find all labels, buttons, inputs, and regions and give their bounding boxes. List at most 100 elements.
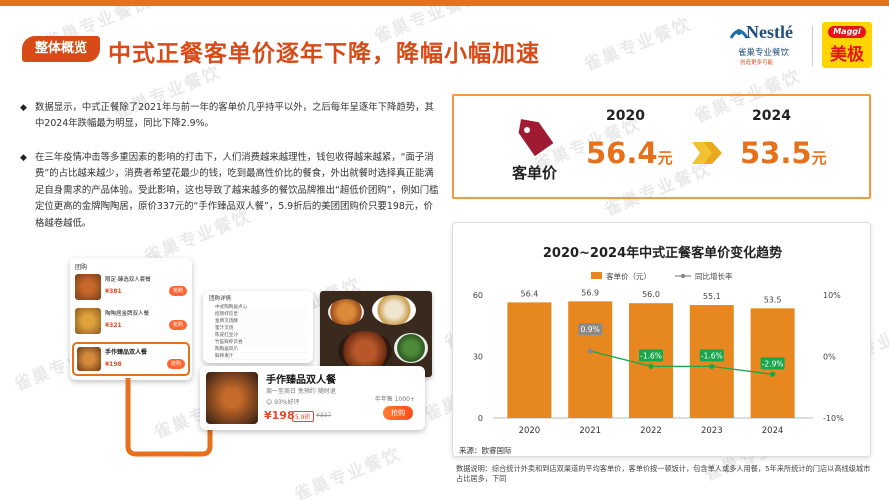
dish-thumbnail: [77, 347, 101, 371]
growth-label: -1.6%: [701, 351, 723, 360]
kpi-year-2024: 2024: [752, 108, 791, 124]
list-item: 限定·臻选双人套餐 ¥381 抢购: [75, 274, 187, 302]
kpi-value-2020: 56.4元: [586, 136, 673, 170]
diamond-bullet-icon: ◆: [20, 103, 27, 113]
bullet-text: 在三年疫情冲击等多重因素的影响的打击下，人们消费越来越理性，钱包收得越来越紧，“…: [35, 152, 439, 229]
detail-row: 鲜榨果汁: [215, 353, 307, 360]
growth-line: [590, 350, 773, 375]
growth-label-bg: [578, 322, 603, 335]
maggi-cn: 美极: [830, 45, 864, 65]
chart-source: 来源：欧睿国际: [459, 445, 512, 455]
footnote: 数据说明：综合统计外卖和到店双渠道的平均客单价，客单价按一顿饭计，包含单人或多人…: [456, 464, 871, 483]
x-tick-label: 2021: [579, 426, 601, 436]
top-accent-bar: [0, 0, 889, 6]
y-tick-label: 30: [473, 353, 483, 362]
nestle-word: Nestlé: [746, 22, 793, 42]
detail-row: 蜜汁叉烧: [215, 325, 307, 332]
nestle-nest-icon: [729, 29, 749, 39]
kpi-value-number: 56.4: [586, 136, 658, 170]
detail-row: 中式陶陶居点心: [215, 304, 307, 311]
bar: [568, 301, 613, 418]
growth-point: [648, 363, 654, 369]
item-price: ¥198: [105, 361, 122, 368]
phone-screenshot-list: 团购 限定·臻选双人套餐 ¥381 抢购 陶陶居金牌双人餐 ¥321 抢购 手作…: [70, 258, 192, 380]
list-item: 陶陶居金牌双人餐 ¥321 抢购: [75, 308, 187, 336]
detail-row: 陶陶居凤爪: [215, 346, 307, 353]
y2-tick-label: -10%: [823, 414, 844, 423]
discount-badge: 5.9折: [292, 411, 314, 422]
growth-label-bg: [699, 349, 724, 362]
y-tick-label: 60: [473, 291, 483, 300]
y2-tick-label: 10%: [823, 291, 841, 300]
down-trend-arrow-icon: [692, 142, 722, 164]
watermark-text: 雀巢专业餐饮: [581, 14, 695, 76]
deal-title: 手作臻品双人餐: [266, 375, 336, 386]
sold-count: 半年售 1000+: [374, 396, 415, 403]
bar-data-label: 56.0: [642, 290, 660, 299]
item-title: 限定·臻选双人套餐: [105, 277, 151, 283]
dish-thumbnail: [75, 274, 101, 300]
item-price: ¥321: [105, 322, 122, 329]
kpi-value-unit: 元: [657, 149, 673, 167]
legend-label: 同比增长率: [695, 271, 733, 281]
buy-button[interactable]: 抢购: [169, 320, 187, 330]
kpi-year-2020: 2020: [606, 108, 645, 124]
item-title: 手作臻品双人餐: [105, 349, 148, 356]
growth-label: 0.9%: [581, 325, 600, 334]
growth-label: -2.9%: [762, 359, 784, 368]
price-tag-icon: [518, 119, 554, 157]
detail-rows: 中式陶陶居点心 招牌虾饺皇 金牌叉烧酥 蜜汁叉烧 陈皮红豆沙 竹笙鲜虾云吞 陶陶居凤爪 鲜榨果…: [215, 304, 307, 360]
kpi-value-unit: 元: [811, 149, 827, 167]
deal-subtitle: 周一至周日 免预约 随时退: [266, 388, 336, 395]
buy-button[interactable]: 抢购: [383, 406, 413, 420]
maggi-word: Maggi: [828, 26, 866, 38]
watermark-text: 雀巢专业餐饮: [291, 444, 405, 500]
buy-button[interactable]: 抢购: [167, 359, 185, 369]
bar-data-label: 55.1: [703, 292, 721, 301]
deal-thumbnail: [206, 372, 258, 424]
phone-header: 团购详情: [209, 296, 232, 302]
dish-thumbnail: [75, 308, 101, 334]
chart-panel: 2020~2024年中式正餐客单价变化趋势客单价（元） 同比增长率 60 30 0 10%…: [452, 222, 871, 457]
section-tag: 整体概览: [22, 36, 100, 62]
nestle-tagline: 创造更多可能: [740, 60, 774, 66]
kpi-value-2024: 53.5元: [740, 136, 827, 170]
page-title: 中式正餐客单价逐年下降，降幅小幅加速: [108, 41, 540, 67]
maggi-logo: Maggi 美极: [822, 22, 872, 68]
growth-label-bg: [639, 349, 663, 362]
item-price: ¥381: [105, 288, 122, 295]
bar: [507, 302, 552, 418]
x-tick-label: 2020: [519, 426, 541, 436]
chart-title: 2020~2024年中式正餐客单价变化趋势: [543, 245, 782, 261]
nestle-sub: 雀巢专业餐饮: [738, 48, 790, 58]
kpi-value-number: 53.5: [740, 136, 812, 170]
food-photo: [320, 291, 432, 377]
bar-data-label: 53.5: [764, 295, 782, 304]
detail-row: 金牌叉烧酥: [215, 318, 307, 325]
logo-divider: [812, 26, 813, 66]
deal-price: ¥198: [264, 409, 295, 422]
x-tick-label: 2023: [701, 426, 723, 436]
detail-row: 竹笙鲜虾云吞: [215, 339, 307, 346]
legend-swatch-marker: [680, 273, 686, 279]
original-price: ¥337: [316, 412, 332, 419]
x-tick-label: 2022: [640, 426, 662, 436]
kpi-label: 客单价: [512, 164, 558, 182]
face-icon: ☺: [266, 399, 273, 406]
growth-point: [587, 348, 593, 354]
buy-button[interactable]: 抢购: [169, 286, 187, 296]
item-title: 陶陶居金牌双人餐: [105, 311, 150, 317]
growth-point: [709, 363, 715, 369]
bullet-paragraph: ◆ 在三年疫情冲击等多重因素的影响的打击下，人们消费越来越理性，钱包收得越来越紧…: [20, 150, 440, 232]
list-item-highlighted: 手作臻品双人餐 ¥198 抢购: [72, 342, 190, 376]
phone-screenshot-detail: 团购详情 中式陶陶居点心 招牌虾饺皇 金牌叉烧酥 蜜汁叉烧 陈皮红豆沙 竹笙鲜虾云吞 陶陶居…: [203, 291, 313, 363]
detail-row: 招牌虾饺皇: [215, 311, 307, 318]
legend-label: 客单价（元）: [606, 271, 651, 281]
growth-point: [770, 371, 776, 377]
deal-rating: ☺ 93%好评: [266, 397, 300, 406]
phone-header: 团购: [75, 264, 88, 271]
x-tick-label: 2024: [762, 426, 784, 436]
nestle-logo: Nestlé 雀巢专业餐饮 创造更多可能: [728, 20, 804, 70]
y-tick-label: 0: [478, 414, 483, 423]
